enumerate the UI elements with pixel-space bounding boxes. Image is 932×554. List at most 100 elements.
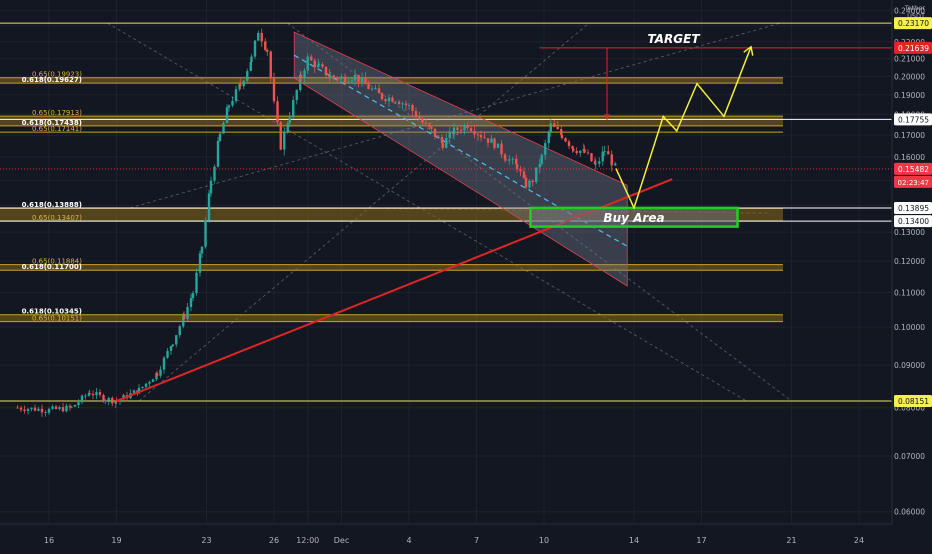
time-tick-label: 16 xyxy=(44,536,54,545)
fib-level-label: 0.618(0.17438) xyxy=(22,119,82,127)
fib-level-label: 0.65(0.19923) xyxy=(32,71,82,79)
candle-body xyxy=(155,372,159,376)
candle-body xyxy=(575,150,578,154)
candle-body xyxy=(531,180,534,183)
time-tick-label: 19 xyxy=(111,536,121,545)
candle-body xyxy=(347,81,350,83)
level-price-tag-bg xyxy=(894,202,932,215)
price-tick-label: 0.20000 xyxy=(894,72,925,81)
candle-body xyxy=(377,88,381,94)
candle-body xyxy=(549,123,552,133)
candle-body xyxy=(299,74,303,78)
candle-body xyxy=(155,372,158,380)
candle-body xyxy=(593,161,597,165)
time-tick-label: 12:00 xyxy=(296,536,319,545)
candle-body xyxy=(329,75,332,78)
candle-body xyxy=(397,101,401,105)
candle-body xyxy=(614,163,617,166)
diagonal-guide-line xyxy=(129,22,781,209)
level-price-tag-bg xyxy=(894,113,932,126)
candle-body xyxy=(370,88,374,90)
candle-body xyxy=(343,76,347,83)
projection-path xyxy=(615,46,752,210)
candle-body xyxy=(493,138,496,148)
candle-body xyxy=(104,400,107,402)
candle-body xyxy=(65,405,68,412)
candle-body xyxy=(299,74,302,90)
fib-level-label: 0.65(0.10151) xyxy=(32,315,82,323)
candle-body xyxy=(601,151,604,162)
candle-body xyxy=(586,152,590,154)
candle-body xyxy=(503,154,507,160)
candle-body xyxy=(437,136,440,138)
candle-body xyxy=(227,105,231,108)
candle-body xyxy=(479,134,483,138)
candle-body xyxy=(504,159,507,161)
level-price-tag-bg xyxy=(894,17,932,30)
candle-body xyxy=(58,407,61,409)
level-price-tag: 0.23170 xyxy=(898,19,929,28)
candle-body xyxy=(522,171,526,178)
candle-body xyxy=(336,77,339,80)
target-arrow-head xyxy=(604,114,610,121)
countdown-tag-bg xyxy=(894,175,932,188)
time-tick-label: 7 xyxy=(474,536,479,545)
candle-body xyxy=(260,32,263,42)
fib-band xyxy=(0,116,783,126)
candle-body xyxy=(496,143,500,148)
candle-body xyxy=(374,88,377,90)
candle-body xyxy=(279,122,282,150)
candle-body xyxy=(441,142,444,148)
candle-body xyxy=(234,89,238,101)
candle-body xyxy=(88,392,91,394)
candle-body xyxy=(404,103,408,106)
candle-body xyxy=(107,397,110,401)
candle-body xyxy=(286,123,289,132)
candle-body xyxy=(583,149,586,153)
candle-body xyxy=(292,100,295,118)
candle-body xyxy=(204,220,207,247)
candle-body xyxy=(238,83,241,90)
candle-body xyxy=(191,293,195,299)
price-tick-label: 0.21000 xyxy=(894,55,925,64)
candle-body xyxy=(253,40,257,57)
candle-body xyxy=(144,383,148,387)
candle-body xyxy=(269,51,272,79)
candle-body xyxy=(162,357,166,370)
candle-body xyxy=(473,130,476,135)
projection-arrow-head xyxy=(743,45,754,56)
candle-body xyxy=(222,122,225,134)
candle-body xyxy=(70,406,73,408)
candle-body xyxy=(324,66,328,76)
candle-body xyxy=(572,148,575,151)
candle-body xyxy=(73,405,77,407)
candle-body xyxy=(218,133,222,141)
candle-body xyxy=(567,141,571,147)
candle-body xyxy=(30,407,33,410)
price-tick-label: 0.10000 xyxy=(894,323,925,332)
candle-body xyxy=(141,386,144,388)
candle-body xyxy=(213,166,216,181)
candle-body xyxy=(288,117,291,124)
candle-body xyxy=(239,83,242,87)
candle-body xyxy=(407,104,411,106)
key-levels xyxy=(0,22,892,402)
candle-body xyxy=(332,75,335,78)
candle-body xyxy=(391,97,394,102)
time-tick-label: 10 xyxy=(539,536,549,545)
candle-body xyxy=(225,107,229,123)
candle-body xyxy=(310,56,313,61)
candle-body xyxy=(528,180,531,188)
candle-body xyxy=(186,307,189,319)
currency-label: Tether xyxy=(904,4,926,12)
candle-body xyxy=(544,143,547,155)
candle-body xyxy=(590,153,593,162)
price-axis-bg xyxy=(892,0,932,550)
price-tick-label: 0.12000 xyxy=(894,257,925,266)
candle-body xyxy=(200,246,204,254)
candle-body xyxy=(476,134,480,136)
candle-body xyxy=(91,393,95,396)
